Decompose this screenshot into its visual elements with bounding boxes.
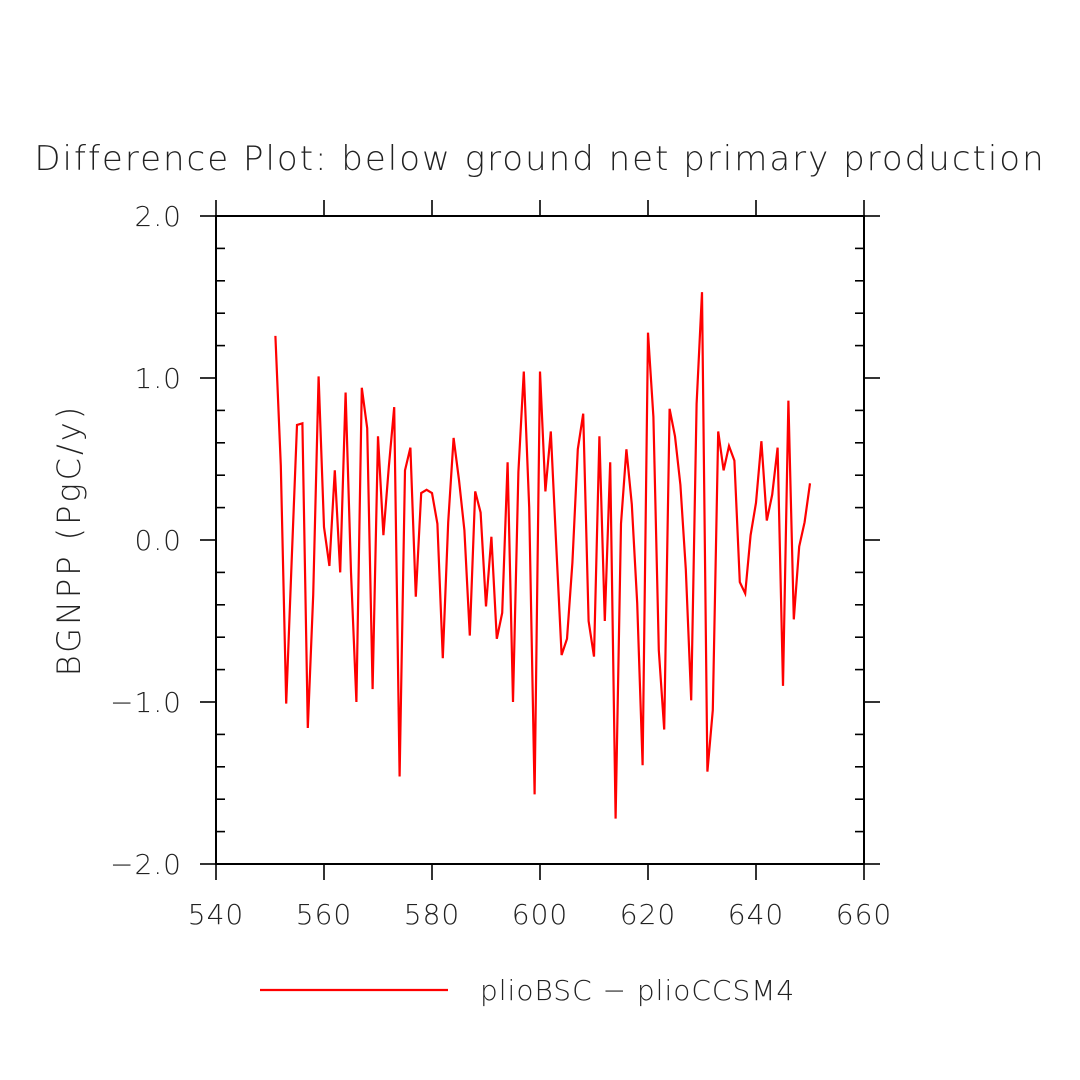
legend: plioBSC − plioCCSM4 [260,974,795,1007]
series-layer [274,292,812,819]
y-tick-label: 2.0 [134,200,182,233]
series-line [274,292,812,819]
axis-tick-labels: 540 560 580 600 620 640 660 −2.0 −1.0 0.0 1.0 2.0 [110,200,892,931]
y-tick-label: −2.0 [110,848,182,881]
x-tick-label: 540 [188,898,244,931]
y-tick-label: −1.0 [110,686,182,719]
x-tick-label: 640 [728,898,784,931]
x-tick-label: 620 [620,898,676,931]
x-tick-label: 600 [512,898,568,931]
x-tick-label: 580 [404,898,460,931]
y-tick-label: 1.0 [134,362,182,395]
axis-ticks [200,200,880,880]
y-tick-label: 0.0 [134,524,182,557]
legend-label: plioBSC − plioCCSM4 [480,974,795,1007]
plot-frame [215,215,865,865]
y-axis-label: BGNPP (PgC/y) [50,404,88,676]
x-tick-label: 660 [836,898,892,931]
chart-title: Difference Plot: below ground net primar… [34,139,1045,179]
x-tick-label: 560 [296,898,352,931]
